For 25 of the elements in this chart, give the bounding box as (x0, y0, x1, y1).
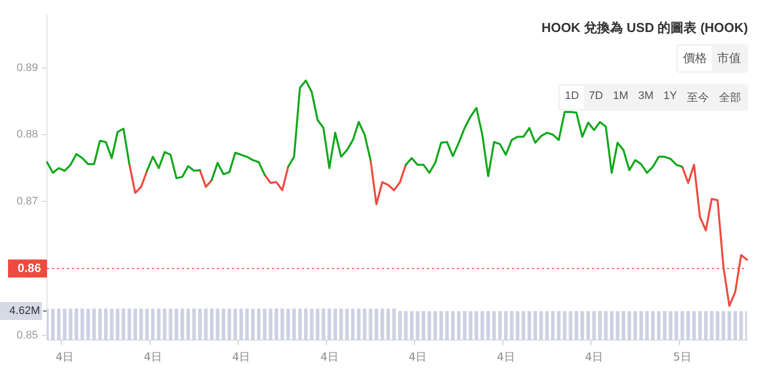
annotation: 市值 (716, 50, 742, 67)
y-tick-label: 0.88 (16, 128, 38, 141)
annotation: 7D (588, 89, 604, 104)
annotation: 至今 (686, 91, 710, 106)
y2-tick-label: 4.62M (9, 305, 40, 318)
x-tick-label: 4日 (320, 350, 338, 364)
annotation: 3M (637, 89, 655, 104)
x-tick-label: 4日 (144, 350, 162, 364)
x-tick-label: 5日 (673, 350, 692, 364)
x-tick-label: 4日 (585, 350, 604, 364)
x-tick-label: 4日 (496, 350, 515, 364)
annotation: 價格 (678, 46, 712, 71)
chart-title: HOOK 兌換為 USD 的圖表 (HOOK) (541, 19, 748, 37)
annotation: 1M (612, 89, 630, 104)
annotation: 1D (560, 86, 584, 109)
x-tick-label: 4日 (408, 350, 427, 364)
y-tick-label: 0.89 (16, 62, 38, 74)
x-tick-label: 4日 (232, 350, 250, 364)
metric-toggle: 價格 市值 (676, 44, 748, 73)
y-tick-label: 0.87 (16, 196, 38, 208)
annotation: 1Y (662, 89, 678, 104)
annotation: 全部 (718, 90, 742, 106)
y-tick-label: 0.85 (16, 329, 38, 342)
x-tick-label: 4日 (56, 350, 74, 364)
ref-line-label: 0.86 (18, 260, 42, 275)
